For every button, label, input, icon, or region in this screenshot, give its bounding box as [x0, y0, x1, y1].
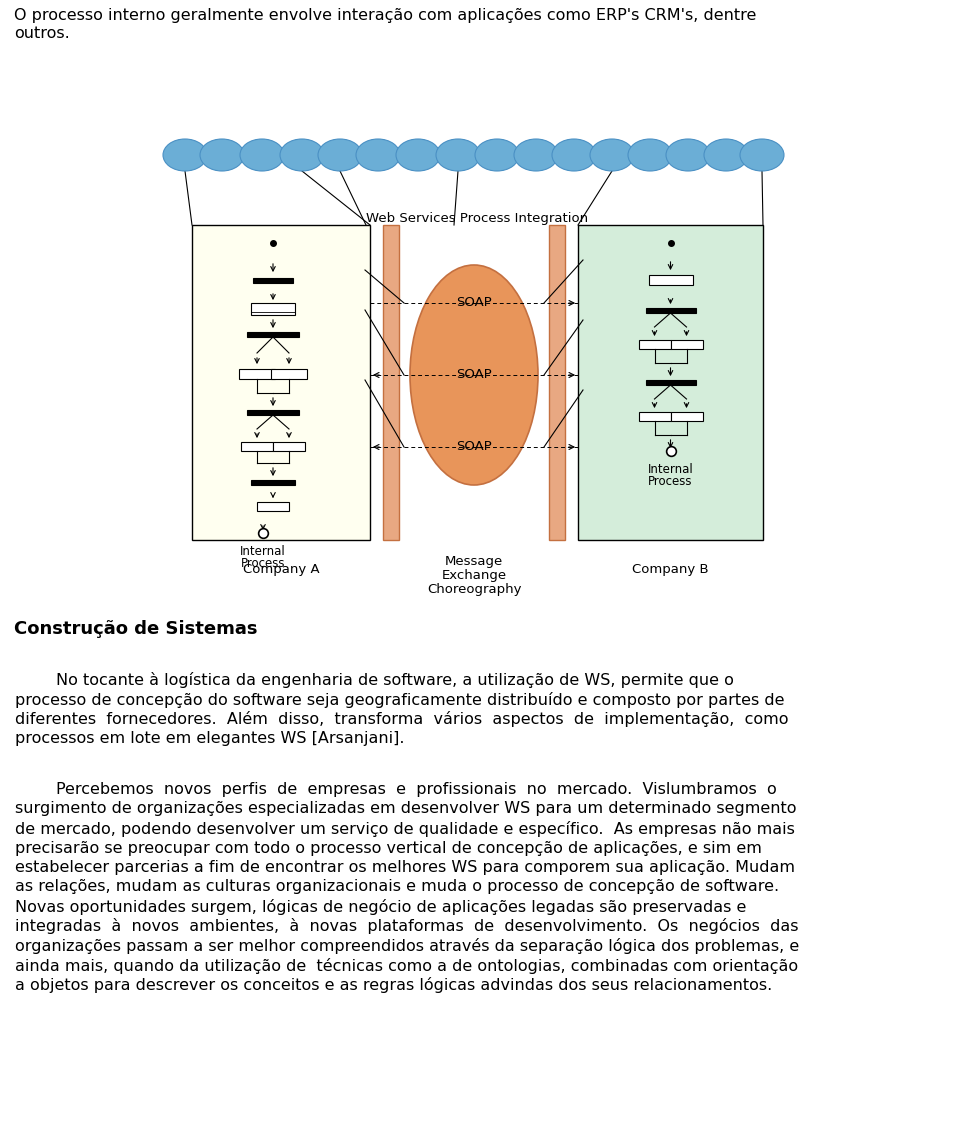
Text: a objetos para descrever os conceitos e as regras lógicas advindas dos seus rela: a objetos para descrever os conceitos e …: [15, 977, 772, 992]
Text: Company B: Company B: [633, 563, 708, 575]
Text: Internal: Internal: [240, 545, 286, 558]
Text: O processo interno geralmente envolve interação com aplicações como ERP's CRM's,: O processo interno geralmente envolve in…: [14, 8, 756, 22]
Ellipse shape: [436, 139, 480, 171]
Text: as relações, mudam as culturas organizacionais e muda o processo de concepção de: as relações, mudam as culturas organizac…: [15, 879, 780, 895]
Bar: [241, 442, 273, 451]
Text: SOAP: SOAP: [456, 297, 492, 309]
Bar: [257, 502, 289, 511]
Bar: [670, 339, 703, 348]
Text: Message: Message: [444, 555, 503, 568]
Bar: [383, 225, 399, 540]
Text: Process: Process: [241, 558, 285, 570]
Text: processo de concepção do software seja geograficamente distribuído e composto po: processo de concepção do software seja g…: [15, 691, 784, 707]
Ellipse shape: [318, 139, 362, 171]
Bar: [251, 303, 295, 315]
Text: ainda mais, quando da utilização de  técnicas como a de ontologias, combinadas c: ainda mais, quando da utilização de técn…: [15, 958, 798, 973]
Text: Construção de Sistemas: Construção de Sistemas: [14, 620, 257, 638]
Text: Company A: Company A: [243, 563, 320, 575]
Bar: [253, 278, 293, 283]
Text: diferentes  fornecedores.  Além  disso,  transforma  vários  aspectos  de  imple: diferentes fornecedores. Além disso, tra…: [15, 711, 788, 727]
Bar: [273, 442, 305, 451]
Text: Process: Process: [648, 475, 693, 488]
Bar: [247, 410, 299, 415]
Ellipse shape: [200, 139, 244, 171]
Text: Percebemos  novos  perfis  de  empresas  e  profissionais  no  mercado.  Vislumb: Percebemos novos perfis de empresas e pr…: [15, 782, 777, 797]
Text: surgimento de organizações especializadas em desenvolver WS para um determinado : surgimento de organizações especializada…: [15, 801, 797, 816]
Bar: [251, 480, 295, 484]
Ellipse shape: [666, 139, 710, 171]
Text: SOAP: SOAP: [456, 441, 492, 453]
Ellipse shape: [163, 139, 207, 171]
Text: integradas  à  novos  ambientes,  à  novas  plataformas  de  desenvolvimento.  O: integradas à novos ambientes, à novas pl…: [15, 918, 799, 934]
Text: Novas oportunidades surgem, lógicas de negócio de aplicações legadas são preserv: Novas oportunidades surgem, lógicas de n…: [15, 899, 746, 915]
Text: precisarão se preocupar com todo o processo vertical de concepção de aplicações,: precisarão se preocupar com todo o proce…: [15, 841, 762, 855]
Text: Web Services Process Integration: Web Services Process Integration: [367, 212, 588, 225]
Text: Choreography: Choreography: [427, 583, 521, 597]
Ellipse shape: [356, 139, 400, 171]
Text: No tocante à logística da engenharia de software, a utilização de WS, permite qu: No tocante à logística da engenharia de …: [15, 672, 733, 688]
Bar: [645, 380, 695, 386]
Bar: [649, 275, 692, 285]
Text: estabelecer parcerias a fim de encontrar os melhores WS para comporem sua aplica: estabelecer parcerias a fim de encontrar…: [15, 860, 795, 874]
Ellipse shape: [410, 265, 538, 484]
Text: processos em lote em elegantes WS [Arsanjani].: processos em lote em elegantes WS [Arsan…: [15, 731, 404, 745]
Ellipse shape: [514, 139, 558, 171]
Bar: [638, 339, 670, 348]
Ellipse shape: [240, 139, 284, 171]
Ellipse shape: [475, 139, 519, 171]
Text: SOAP: SOAP: [456, 369, 492, 381]
Ellipse shape: [628, 139, 672, 171]
Bar: [271, 369, 307, 379]
Ellipse shape: [704, 139, 748, 171]
Text: Internal: Internal: [648, 463, 693, 475]
Bar: [638, 413, 670, 422]
Text: organizações passam a ser melhor compreendidos através da separação lógica dos p: organizações passam a ser melhor compree…: [15, 939, 800, 954]
Bar: [645, 308, 695, 312]
Text: Exchange: Exchange: [442, 569, 507, 582]
Bar: [239, 369, 275, 379]
Ellipse shape: [740, 139, 784, 171]
Bar: [670, 413, 703, 422]
Ellipse shape: [590, 139, 634, 171]
Bar: [549, 225, 565, 540]
Ellipse shape: [280, 139, 324, 171]
Bar: [247, 332, 299, 337]
Bar: [578, 225, 763, 540]
Text: de mercado, podendo desenvolver um serviço de qualidade e específico.  As empres: de mercado, podendo desenvolver um servi…: [15, 821, 795, 837]
Bar: [192, 225, 370, 540]
Ellipse shape: [396, 139, 440, 171]
Text: outros.: outros.: [14, 26, 70, 40]
Ellipse shape: [552, 139, 596, 171]
